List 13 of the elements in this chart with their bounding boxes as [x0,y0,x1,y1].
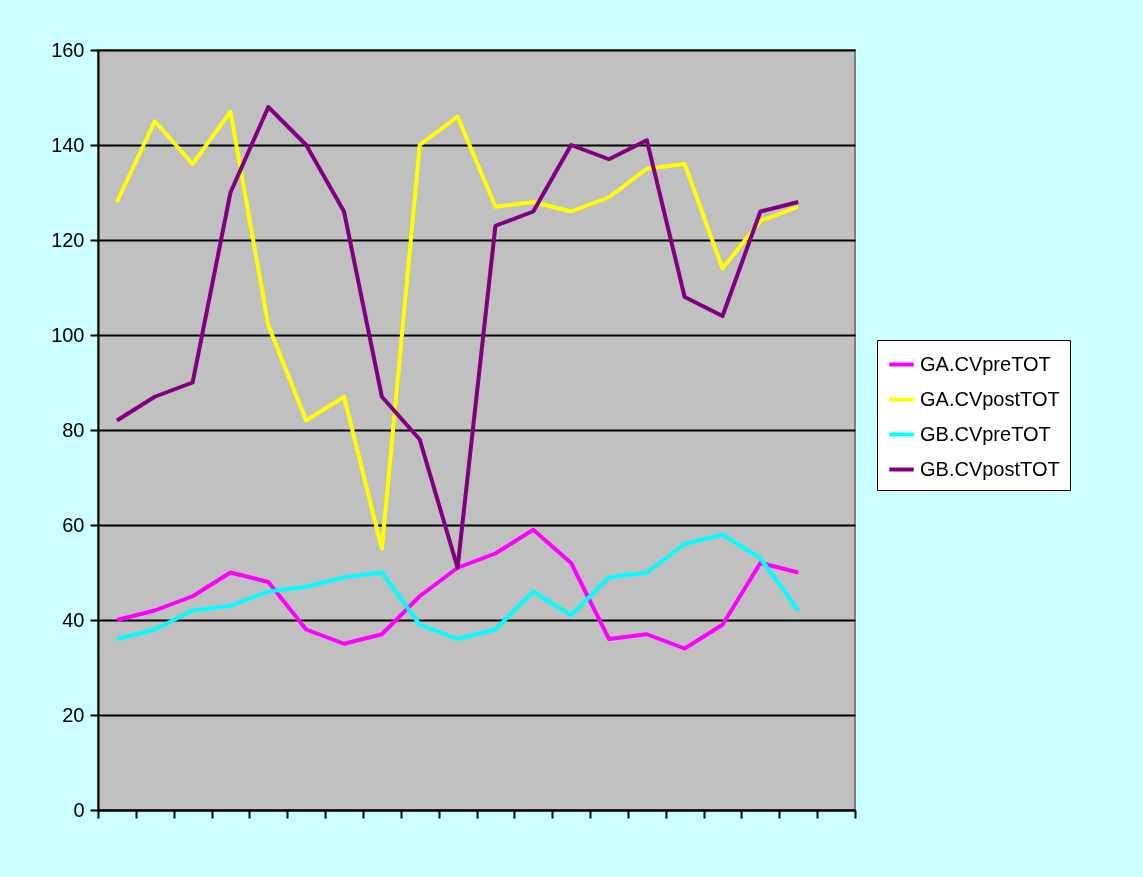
legend-label: GB.CVpreTOT [920,422,1051,445]
legend-label: GA.CVpostTOT [920,387,1060,410]
legend-label: GA.CVpreTOT [920,352,1051,375]
y-tick-label: 100 [51,323,85,346]
y-tick-label: 40 [62,608,85,631]
y-tick-label: 20 [62,703,85,726]
y-tick-label: 140 [51,133,85,156]
legend-label: GB.CVpostTOT [920,457,1060,480]
y-tick-label: 80 [62,418,85,441]
y-tick-label: 0 [73,798,85,821]
y-tick-label: 120 [51,228,85,251]
y-tick-label: 160 [51,38,85,61]
y-tick-label: 60 [62,513,85,536]
